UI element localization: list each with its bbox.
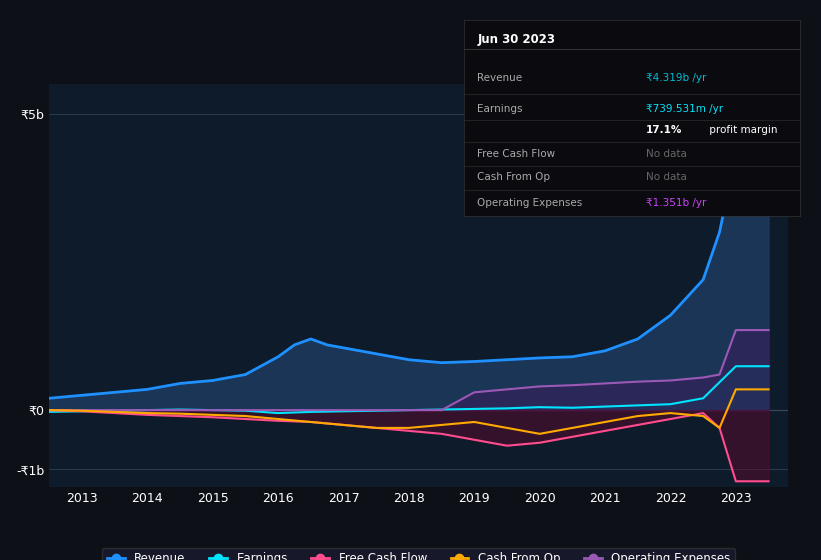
FancyBboxPatch shape [464, 166, 800, 167]
Text: No data: No data [645, 172, 686, 183]
Text: ₹739.531m /yr: ₹739.531m /yr [645, 104, 722, 114]
FancyBboxPatch shape [464, 190, 800, 191]
Text: profit margin: profit margin [706, 125, 777, 136]
Text: ₹4.319b /yr: ₹4.319b /yr [645, 73, 706, 83]
FancyBboxPatch shape [464, 49, 800, 50]
Text: ₹1.351b /yr: ₹1.351b /yr [645, 198, 706, 208]
FancyBboxPatch shape [464, 94, 800, 95]
Text: 17.1%: 17.1% [645, 125, 682, 136]
Text: Operating Expenses: Operating Expenses [477, 198, 583, 208]
Text: Cash From Op: Cash From Op [477, 172, 550, 183]
Legend: Revenue, Earnings, Free Cash Flow, Cash From Op, Operating Expenses: Revenue, Earnings, Free Cash Flow, Cash … [103, 548, 735, 560]
Text: No data: No data [645, 149, 686, 159]
Text: Revenue: Revenue [477, 73, 522, 83]
Text: Free Cash Flow: Free Cash Flow [477, 149, 556, 159]
Text: Jun 30 2023: Jun 30 2023 [477, 34, 555, 46]
Text: Earnings: Earnings [477, 104, 523, 114]
FancyBboxPatch shape [464, 142, 800, 143]
